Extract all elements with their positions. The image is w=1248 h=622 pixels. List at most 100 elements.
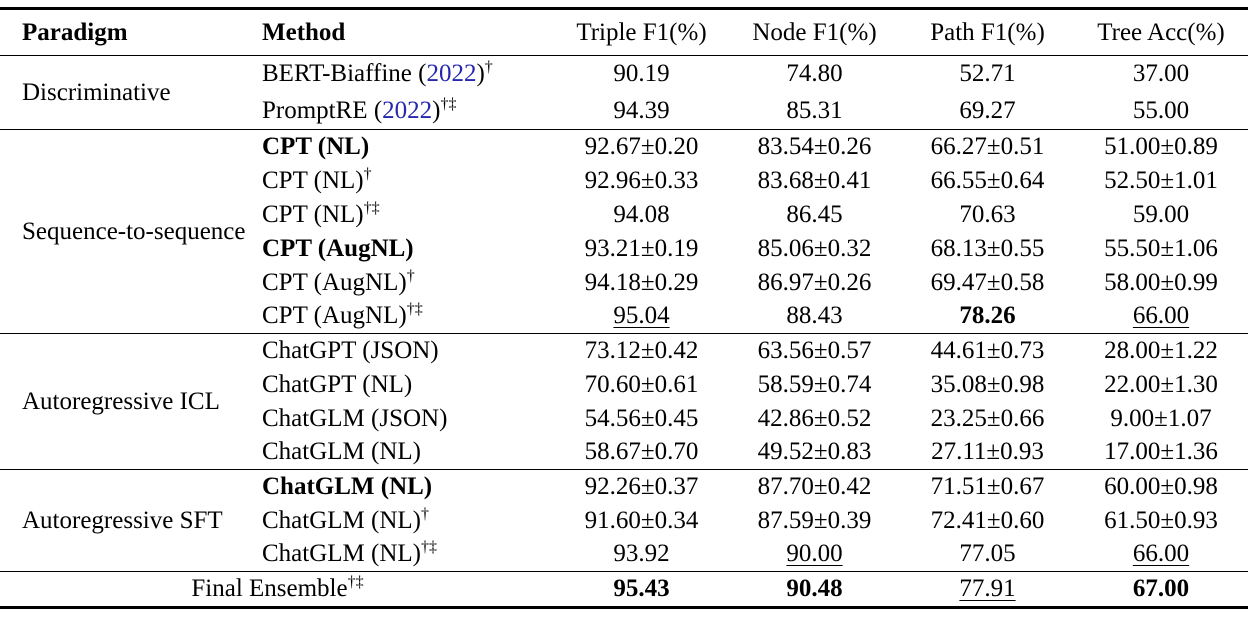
- value-cell: 69.27: [959, 96, 1016, 124]
- paradigm-group: Discriminative BERT-Biaffine (2022)† 90.19…: [0, 55, 1248, 130]
- table-row: CPT (NL)†‡ 94.08 86.45 70.63 59.00: [0, 198, 1248, 232]
- table-row: CPT (NL)† 92.96±0.33 83.68±0.41 66.55±0.64 5…: [0, 164, 1248, 198]
- value-cell: 92.26±0.37: [584, 472, 699, 500]
- value-cell: 42.86±0.52: [757, 404, 872, 432]
- value-cell: 86.45: [786, 200, 843, 228]
- value-cell: 87.70±0.42: [757, 472, 872, 500]
- value-cell: 83.68±0.41: [757, 166, 872, 194]
- citation-link[interactable]: 2022: [426, 60, 477, 88]
- paradigm-group: Autoregressive ICL ChatGPT (JSON) 73.12±0.…: [0, 333, 1248, 470]
- table-row: ChatGLM (NL)† 91.60±0.34 87.59±0.39 72.41±0…: [0, 504, 1248, 538]
- value-cell: 55.00: [1132, 96, 1190, 124]
- method-cell: ChatGLM (NL)†‡: [250, 538, 555, 572]
- value-cell: 94.39: [613, 96, 670, 124]
- value-cell: 28.00±1.22: [1104, 336, 1218, 364]
- header-row: Paradigm Method Triple F1(%) Node F1(%) …: [0, 9, 1248, 56]
- value-cell: 58.59±0.74: [757, 370, 872, 398]
- table-row: CPT (AugNL) 93.21±0.19 85.06±0.32 68.13±0.5…: [0, 232, 1248, 266]
- value-cell: 78.26: [959, 302, 1016, 330]
- table-row: Autoregressive SFT ChatGLM (NL) 92.26±0.37…: [0, 470, 1248, 534]
- value-cell: 61.50±0.93: [1104, 506, 1218, 534]
- value-cell: 66.55±0.64: [930, 166, 1045, 194]
- value-cell: 83.54±0.26: [757, 132, 872, 160]
- value-cell: 17.00±1.36: [1104, 438, 1218, 466]
- method-label: Final Ensemble: [191, 575, 348, 602]
- method-cell: PromptRE (2022)†‡: [262, 95, 457, 124]
- value-cell: 70.60±0.61: [584, 370, 699, 398]
- method-label: CPT (AugNL): [262, 234, 414, 262]
- method-cell: ChatGLM (NL): [250, 436, 555, 470]
- value-cell: 67.00: [1132, 575, 1190, 602]
- value-cell: 92.67±0.20: [584, 132, 699, 160]
- value-cell: 22.00±1.30: [1104, 370, 1218, 398]
- method-label: CPT (NL): [262, 200, 364, 228]
- citation-link[interactable]: 2022: [382, 96, 433, 124]
- footnote-marker: †: [363, 165, 372, 183]
- method-label: CPT (AugNL): [262, 302, 407, 330]
- value-cell: 27.11±0.93: [931, 438, 1044, 466]
- value-cell: 92.96±0.33: [584, 166, 699, 194]
- column-header-paradigm: Paradigm: [22, 18, 128, 46]
- method-cell: ChatGLM (JSON): [250, 402, 555, 436]
- value-cell: 95.04: [613, 302, 670, 330]
- paradigm-cell: Discriminative: [22, 78, 171, 106]
- value-cell: 35.08±0.98: [930, 370, 1045, 398]
- method-label: ChatGPT (JSON): [262, 336, 439, 364]
- method-label: ChatGLM (NL): [262, 506, 421, 534]
- value-cell: 68.13±0.55: [930, 234, 1045, 262]
- method-cell: ChatGLM (NL): [250, 470, 555, 504]
- paradigm-group: Sequence-to-sequence CPT (NL) 92.67±0.20 83…: [0, 129, 1248, 334]
- method-label: CPT (NL): [262, 166, 364, 194]
- value-cell: 73.12±0.42: [584, 336, 699, 364]
- value-cell: 95.43: [613, 575, 670, 602]
- footnote-marker: †: [406, 267, 415, 285]
- value-cell: 59.00: [1132, 200, 1190, 228]
- method-label: PromptRE: [262, 96, 368, 124]
- method-cell: CPT (NL): [250, 130, 555, 164]
- table-row: PromptRE (2022)†‡ 94.39 85.31 69.27 55.00: [0, 93, 1248, 130]
- method-cell: ChatGPT (JSON): [250, 334, 555, 368]
- table-row: ChatGPT (NL) 70.60±0.61 58.59±0.74 35.08±0.…: [0, 368, 1248, 402]
- value-cell: 87.59±0.39: [757, 506, 872, 534]
- method-label: ChatGLM (JSON): [262, 404, 448, 432]
- value-cell: 52.50±1.01: [1104, 166, 1218, 194]
- footnote-marker: †: [484, 58, 493, 76]
- table-row: ChatGLM (NL)†‡ 93.92 90.00 77.05 66.00: [0, 538, 1248, 572]
- method-cell: CPT (AugNL): [250, 232, 555, 266]
- value-cell: 69.47±0.58: [930, 268, 1045, 296]
- value-cell: 77.05: [959, 540, 1016, 568]
- footnote-marker: †‡: [421, 538, 437, 556]
- method-label: CPT (AugNL): [262, 268, 407, 296]
- value-cell: 72.41±0.60: [930, 506, 1045, 534]
- value-cell: 86.97±0.26: [757, 268, 872, 296]
- method-label: BERT-Biaffine: [262, 60, 412, 88]
- value-cell: 85.31: [786, 96, 843, 124]
- value-cell: 23.25±0.66: [930, 404, 1045, 432]
- table-header: Paradigm Method Triple F1(%) Node F1(%) …: [0, 9, 1248, 56]
- value-cell: 90.19: [613, 60, 670, 88]
- method-cell: CPT (NL)†‡: [250, 198, 555, 232]
- value-cell: 77.91: [959, 575, 1016, 602]
- method-label: CPT (NL): [262, 132, 370, 160]
- final-ensemble-group: Final Ensemble†‡ 95.43 90.48 77.91 67.00: [0, 571, 1248, 608]
- paradigm-cell: Autoregressive SFT: [22, 506, 223, 534]
- table-row: ChatGLM (NL) 58.67±0.70 49.52±0.83 27.11±0.…: [0, 436, 1248, 470]
- final-ensemble-label: Final Ensemble†‡: [0, 572, 555, 608]
- value-cell: 37.00: [1132, 60, 1190, 88]
- method-label: ChatGLM (NL): [262, 540, 421, 568]
- column-header-node-f1: Node F1(%): [752, 18, 877, 46]
- value-cell: 94.18±0.29: [584, 268, 699, 296]
- value-cell: 93.21±0.19: [584, 234, 699, 262]
- value-cell: 74.80: [786, 60, 843, 88]
- column-header-triple-f1: Triple F1(%): [576, 18, 707, 46]
- value-cell: 55.50±1.06: [1104, 234, 1218, 262]
- method-cell: BERT-Biaffine (2022)†: [262, 58, 493, 88]
- value-cell: 66.27±0.51: [930, 132, 1045, 160]
- value-cell: 9.00±1.07: [1110, 404, 1212, 432]
- method-cell: ChatGPT (NL): [250, 368, 555, 402]
- value-cell: 58.67±0.70: [584, 438, 699, 466]
- value-cell: 90.00: [786, 540, 843, 568]
- table-row: ChatGLM (JSON) 54.56±0.45 42.86±0.52 23.25±…: [0, 402, 1248, 436]
- value-cell: 63.56±0.57: [757, 336, 872, 364]
- results-table: Paradigm Method Triple F1(%) Node F1(%) …: [0, 7, 1248, 609]
